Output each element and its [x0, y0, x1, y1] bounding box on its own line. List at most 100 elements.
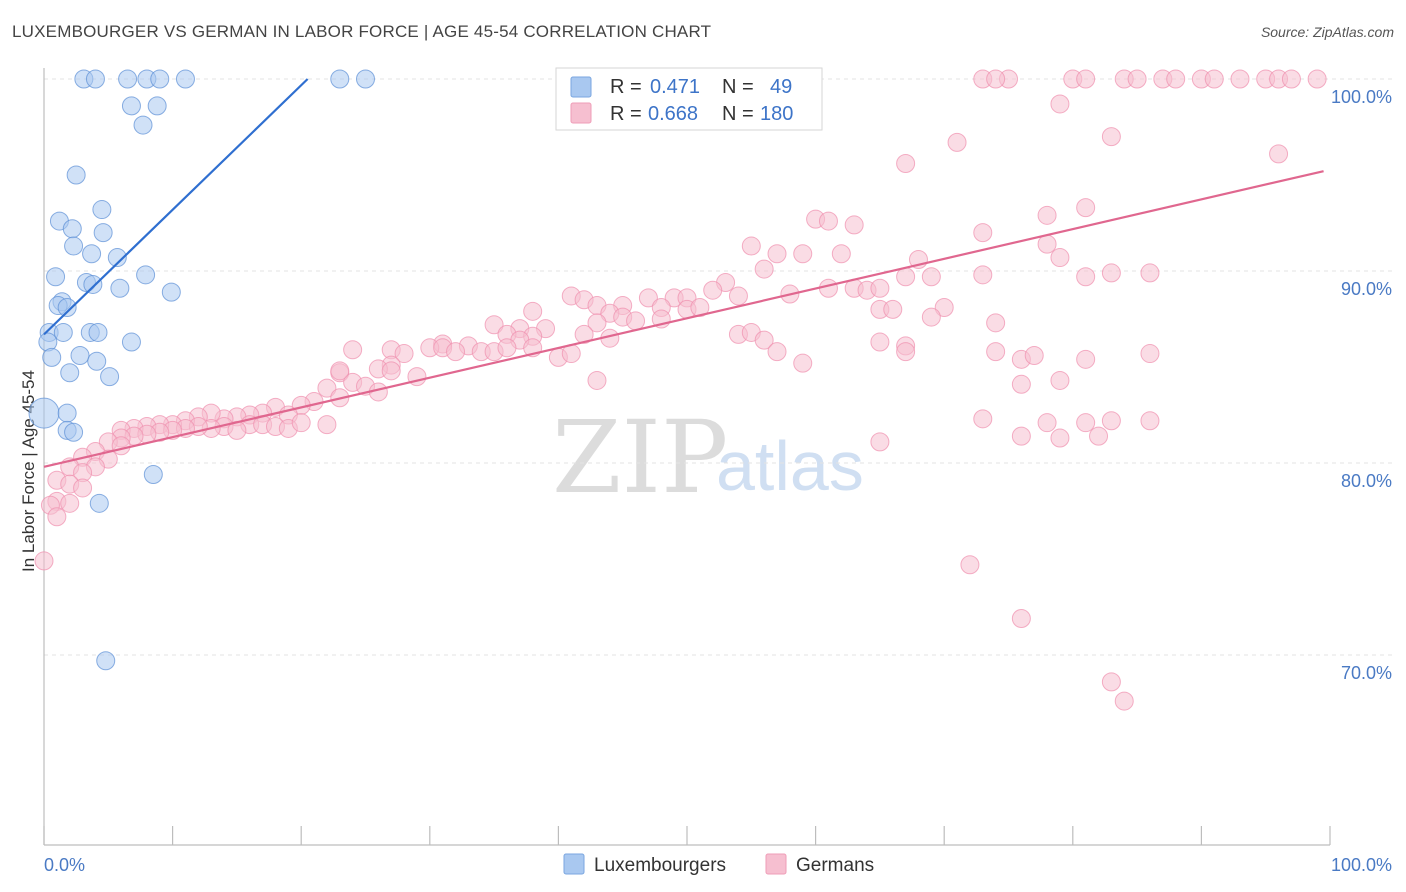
data-point [1050, 248, 1070, 268]
data-point [150, 69, 170, 89]
source-credit: Source: ZipAtlas.com [1260, 24, 1394, 40]
data-point [947, 132, 967, 152]
legend-r-value: 0.668 [648, 103, 698, 125]
data-point [883, 299, 903, 319]
data-point [1011, 426, 1031, 446]
data-point [754, 259, 774, 279]
series-label-germans: Germans [796, 855, 874, 876]
watermark: ZIP atlas [552, 399, 864, 516]
data-point [626, 311, 646, 331]
data-point [1037, 234, 1057, 254]
data-point [1011, 374, 1031, 394]
data-point [921, 307, 941, 327]
gridlines [44, 78, 1392, 656]
data-point [921, 267, 941, 287]
legend-n-value: 180 [760, 103, 793, 125]
data-point [356, 69, 375, 89]
data-point [82, 244, 102, 264]
data-point [121, 332, 141, 352]
legend-r-value: 0.471 [650, 76, 700, 98]
data-point [143, 465, 163, 485]
legend-swatch-germans [570, 102, 592, 124]
data-point [1050, 428, 1070, 448]
data-point [330, 69, 350, 89]
data-point [896, 153, 916, 173]
y-tick-label: 70.0% [1341, 663, 1392, 683]
data-point [1076, 267, 1096, 287]
data-point [394, 344, 414, 364]
data-point [57, 403, 77, 423]
data-point [1101, 672, 1121, 692]
data-point [986, 313, 1006, 333]
data-point [497, 338, 517, 358]
data-point [754, 330, 774, 350]
x-tick-labels: 0.0% 100.0% [44, 855, 1392, 875]
y-tick-label: 100.0% [1331, 87, 1392, 107]
data-point [34, 551, 54, 571]
y-tick-label: 80.0% [1341, 471, 1392, 491]
y-tick-labels: 70.0% 80.0% 90.0% 100.0% [1331, 87, 1392, 683]
trendline-luxembourgers [43, 78, 309, 336]
data-point [986, 69, 1006, 89]
data-point [1101, 127, 1121, 147]
data-point [1281, 69, 1301, 89]
data-point [93, 223, 113, 243]
data-point [523, 301, 543, 321]
watermark-atlas: atlas [716, 427, 864, 505]
data-point [110, 278, 130, 298]
data-point [973, 409, 993, 429]
chart-title: LUXEMBOURGER VS GERMAN IN LABOR FORCE | … [12, 22, 712, 41]
series-germans [34, 69, 1327, 711]
data-point [175, 69, 195, 89]
data-point [1089, 426, 1109, 446]
data-point [1204, 69, 1224, 89]
data-point [96, 651, 116, 671]
data-point [1307, 69, 1327, 89]
data-point [690, 297, 710, 317]
data-point [60, 363, 80, 383]
legend-n-value: 49 [770, 76, 792, 98]
data-point [46, 267, 66, 287]
data-point [934, 297, 954, 317]
data-point [118, 69, 138, 89]
data-point [1166, 69, 1186, 89]
data-point [87, 351, 107, 371]
series-legend: Luxembourgers Germans [563, 853, 874, 876]
data-point [638, 288, 658, 308]
legend-r-label: R = [610, 103, 642, 125]
data-point [793, 244, 813, 264]
legend-n-label: N = [722, 76, 754, 98]
data-point [793, 353, 813, 373]
data-point [60, 493, 80, 513]
x-tick-label: 100.0% [1331, 855, 1392, 875]
correlation-legend: R = 0.471 N = 49 R = 0.668 N = 180 [555, 67, 823, 131]
data-point [381, 361, 401, 381]
trendline-germans [43, 170, 1324, 468]
data-point [1037, 205, 1057, 225]
data-point [1140, 411, 1160, 431]
data-point [28, 397, 60, 429]
data-point [66, 165, 86, 185]
data-point [1230, 69, 1250, 89]
data-point [89, 493, 109, 513]
data-point [1140, 263, 1160, 283]
data-point [844, 215, 864, 235]
data-point [1269, 144, 1289, 164]
data-point [896, 342, 916, 362]
data-point [896, 267, 916, 287]
data-point [53, 322, 73, 342]
data-point [818, 278, 838, 298]
data-point [446, 342, 466, 362]
y-axis-label: In Labor Force | Age 45-54 [19, 370, 38, 572]
data-point [343, 340, 363, 360]
legend-r-label: R = [610, 76, 642, 98]
data-point [136, 265, 156, 285]
data-point [70, 345, 90, 365]
data-point [1127, 69, 1147, 89]
data-point [1076, 349, 1096, 369]
data-point [100, 367, 120, 387]
data-point [973, 223, 993, 243]
data-point [587, 313, 607, 333]
data-point [1037, 413, 1057, 433]
